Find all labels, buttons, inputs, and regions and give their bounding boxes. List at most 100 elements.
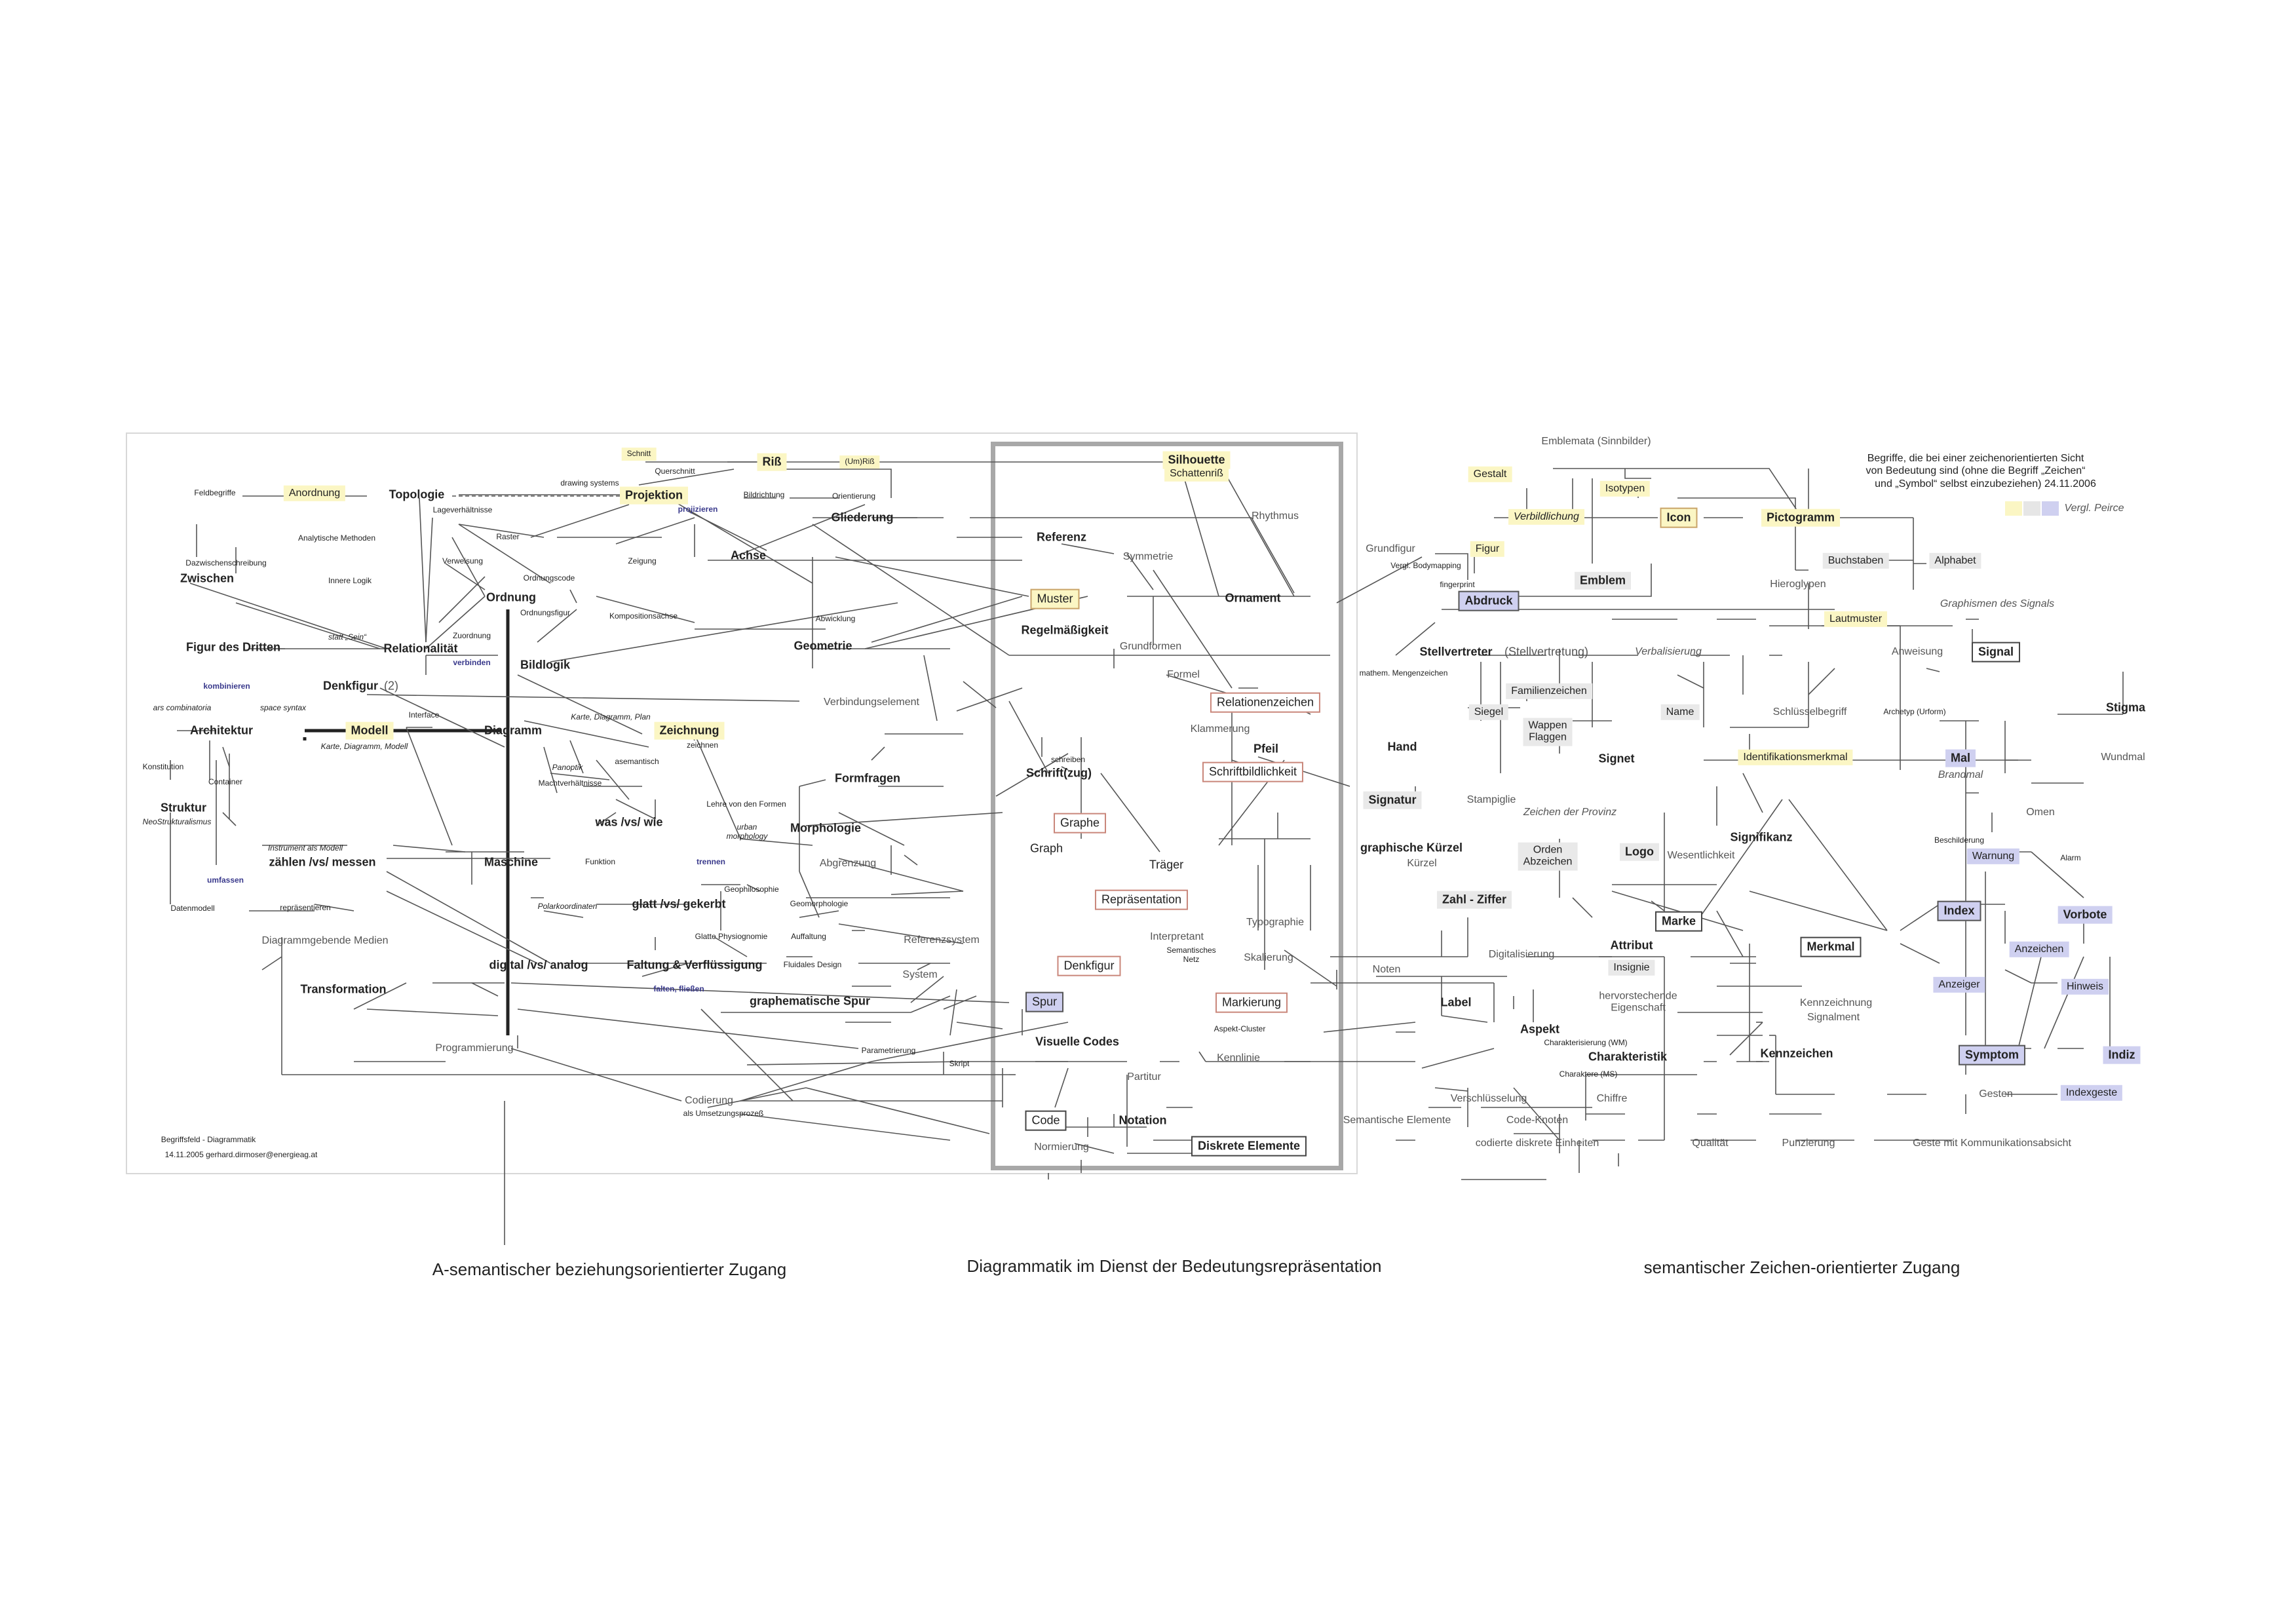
note-line-3: und „Symbol“ selbst einzubeziehen) 24.11…	[1875, 478, 2096, 489]
node-anzeichen: Anzeichen	[2009, 941, 2069, 958]
node-name: Name	[1660, 704, 1700, 721]
node-index: Index	[1937, 900, 1981, 921]
caption-center: Diagrammatik im Dienst der Bedeutungsrep…	[966, 1256, 1382, 1276]
node-querschnitt: Querschnitt	[655, 467, 695, 476]
node-hervorstechende: hervorstechende Eigenschaft	[1599, 990, 1677, 1014]
node-geomorphologie: Geomorphologie	[790, 899, 849, 909]
node-datenmodell: Datenmodell	[170, 904, 215, 913]
node-skript: Skript	[949, 1059, 970, 1069]
node-graphematische-spur: graphematische Spur	[749, 994, 871, 1008]
node-label: Label	[1440, 995, 1472, 1009]
node-glatte-physiognomie: Glatte Physiognomie	[695, 932, 768, 942]
node-karte-diagramm-plan: Karte, Diagramm, Plan	[571, 712, 651, 722]
legend-label: Vergl. Peirce	[2064, 502, 2124, 514]
node-repraesentieren: repräsentieren	[280, 903, 331, 913]
node-bodymapping: Vergl. Bodymapping	[1390, 561, 1461, 571]
node-kennlinie: Kennlinie	[1217, 1052, 1260, 1064]
node-gestalt: Gestalt	[1468, 466, 1512, 483]
node-kennzeichen: Kennzeichen	[1760, 1046, 1833, 1060]
node-diskrete-elemente: Diskrete Elemente	[1191, 1136, 1307, 1157]
node-topologie: Topologie	[389, 488, 445, 501]
node-zeichen-provinz: Zeichen der Provinz	[1523, 806, 1617, 818]
node-rhythmus: Rhythmus	[1251, 510, 1299, 522]
node-schriftbildlichkeit: Schriftbildlichkeit	[1202, 761, 1304, 782]
node-indexgeste: Indexgeste	[2060, 1084, 2123, 1102]
node-falten-fliessen: falten, fließen	[653, 984, 704, 994]
node-asemantisch: asemantisch	[615, 757, 659, 767]
node-charakterisierung: Charakterisierung (WM)	[1544, 1038, 1628, 1048]
node-repraesentation: Repräsentation	[1094, 889, 1189, 910]
node-geophilosophie: Geophilosophie	[724, 885, 779, 894]
node-emblem: Emblem	[1574, 571, 1632, 590]
node-gliederung: Gliederung	[831, 510, 894, 524]
node-regelmaessigkeit: Regelmäßigkeit	[1021, 623, 1109, 637]
caption-left: A-semantischer beziehungsorientierter Zu…	[432, 1259, 787, 1280]
node-pictogramm: Pictogramm	[1761, 509, 1841, 527]
node-alarm: Alarm	[2060, 853, 2081, 863]
node-orden-abzeichen: Orden Abzeichen	[1518, 842, 1578, 871]
node-punzierung: Punzierung	[1782, 1137, 1835, 1149]
node-normierung: Normierung	[1034, 1141, 1089, 1153]
node-markierung: Markierung	[1215, 992, 1288, 1013]
node-verbinden: verbinden	[453, 658, 491, 668]
node-ordnungscode: Ordnungscode	[523, 573, 575, 583]
node-emblemata: Emblemata (Sinnbilder)	[1541, 435, 1651, 447]
node-zeichnen: zeichnen	[686, 740, 719, 750]
node-codierung: Codierung	[685, 1094, 733, 1106]
node-isotypen: Isotypen	[1599, 480, 1651, 497]
node-vorbote: Vorbote	[2057, 906, 2113, 924]
node-archetyp: Archetyp (Urform)	[1883, 707, 1946, 717]
node-charakteristik: Charakteristik	[1588, 1050, 1668, 1064]
node-interpretant: Interpretant	[1150, 931, 1204, 942]
node-logo: Logo	[1620, 843, 1659, 861]
node-stigma: Stigma	[2105, 700, 2146, 714]
node-code-knoten: Code-Knoten	[1506, 1114, 1569, 1126]
node-verschluesselung: Verschlüsselung	[1450, 1092, 1527, 1104]
node-merkmal: Merkmal	[1800, 936, 1862, 957]
node-digitalisierung: Digitalisierung	[1488, 948, 1555, 960]
node-raster: Raster	[496, 532, 520, 542]
node-zuordnung: Zuordnung	[452, 631, 491, 641]
node-container: Container	[208, 777, 243, 787]
node-programmierung: Programmierung	[435, 1042, 514, 1054]
node-schluesselbegriff: Schlüsselbegriff	[1772, 706, 1847, 718]
node-graphe: Graphe	[1053, 813, 1107, 834]
node-system: System	[902, 969, 938, 980]
node-geometrie: Geometrie	[794, 639, 852, 653]
node-diagramm: Diagramm	[484, 723, 543, 737]
node-stellvertretung: (Stellvertretung)	[1504, 645, 1589, 659]
node-formel: Formel	[1167, 668, 1200, 680]
node-signatur: Signatur	[1363, 791, 1422, 809]
caption-right: semantischer Zeichen-orientierter Zugang	[1643, 1257, 1961, 1278]
node-verweisung: Verweisung	[442, 556, 484, 566]
node-grundformen: Grundformen	[1119, 640, 1182, 652]
node-morphologie: Morphologie	[790, 821, 861, 835]
node-schnitt: Schnitt	[621, 448, 657, 461]
node-instrument-als-modell: Instrument als Modell	[267, 843, 343, 853]
node-geste-kommunikation: Geste mit Kommunikationsabsicht	[1913, 1137, 2071, 1149]
node-klammerung: Klammerung	[1190, 723, 1250, 735]
node-kombinieren: kombinieren	[203, 681, 250, 691]
node-was-vs-wie: was /vs/ wie	[595, 815, 663, 829]
node-marke: Marke	[1655, 911, 1703, 932]
node-zaehlen-vs-messen: zählen /vs/ messen	[269, 855, 376, 869]
node-relationalitaet: Relationalität	[383, 642, 458, 655]
node-signalment: Signalment	[1807, 1011, 1860, 1023]
node-lehre: Lehre von den Formen	[706, 799, 786, 809]
node-space-syntax: space syntax	[259, 703, 307, 713]
node-codierte-diskrete-einheiten: codierte diskrete Einheiten	[1475, 1137, 1599, 1149]
node-skalierung: Skalierung	[1244, 951, 1293, 963]
node-visuelle-codes: Visuelle Codes	[1035, 1035, 1119, 1048]
node-beschilderung: Beschilderung	[1934, 835, 1985, 845]
node-aspekt-cluster: Aspekt-Cluster	[1214, 1024, 1266, 1034]
node-machtverhaeltnisse: Machtverhältnisse	[538, 778, 602, 788]
node-schreiben: schreiben	[1050, 755, 1086, 765]
node-signifikanz: Signifikanz	[1730, 830, 1793, 844]
node-riss: Riß	[757, 453, 787, 471]
node-insignie: Insignie	[1608, 959, 1655, 976]
node-denkfigur: Denkfigur	[1057, 955, 1121, 976]
diagram-frame	[126, 432, 1358, 1174]
node-omen: Omen	[2026, 806, 2055, 818]
node-umsetzungsprozess: als Umsetzungsprozeß	[683, 1109, 764, 1119]
